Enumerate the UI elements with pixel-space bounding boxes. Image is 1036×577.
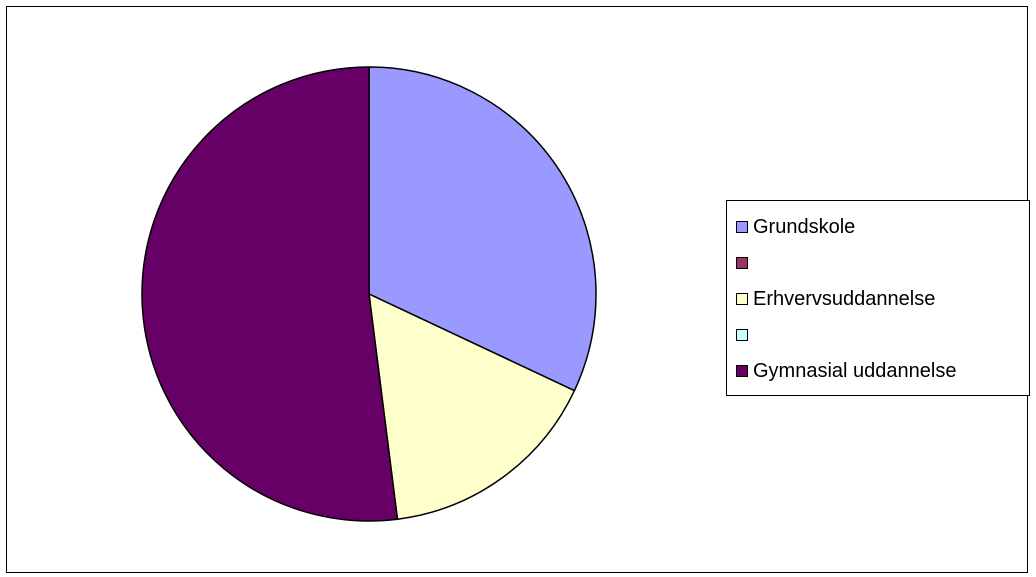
pie-slice [141,66,399,522]
pie-slice [368,293,576,520]
pie-chart [141,66,597,522]
legend-swatch [736,221,748,233]
legend-label: Gymnasial uddannelse [753,360,957,382]
legend-swatch [736,329,748,341]
pie-slice [368,66,597,392]
legend-item: Gymnasial uddannelse [727,353,1029,389]
legend-swatch [736,293,748,305]
chart-area: Grundskole Erhvervsuddannelse Gymnasial … [6,6,1030,573]
legend-label: Erhvervsuddannelse [753,288,936,310]
legend-item: Grundskole [727,209,1029,245]
legend-label: Grundskole [753,216,856,238]
legend-item [727,245,1029,281]
legend-item: Erhvervsuddannelse [727,281,1029,317]
legend-item [727,317,1029,353]
legend: Grundskole Erhvervsuddannelse Gymnasial … [726,200,1030,396]
legend-swatch [736,365,748,377]
legend-swatch [736,257,748,269]
